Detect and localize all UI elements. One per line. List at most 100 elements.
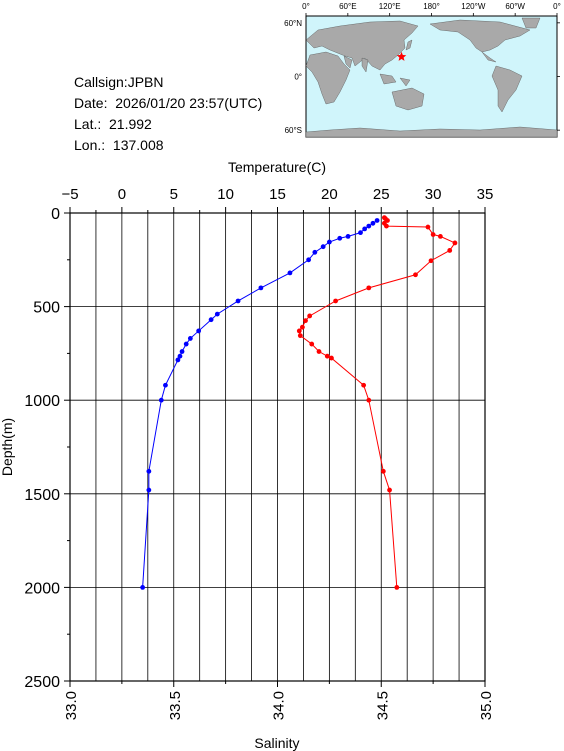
temperature-tick-label: 5 xyxy=(170,186,178,203)
salinity-data-point xyxy=(287,270,293,276)
temperature-profile-line xyxy=(298,217,456,588)
temperature-tick-label: 25 xyxy=(373,186,390,203)
temperature-data-point xyxy=(300,324,305,330)
temperature-data-point xyxy=(413,272,418,278)
salinity-data-point xyxy=(187,336,193,341)
depth-axis: 0 500 1000 1500 2000 2500 xyxy=(24,206,70,691)
temperature-data-point xyxy=(425,224,431,230)
temperature-data-point xyxy=(385,218,390,223)
salinity-tick-label: 33.5 xyxy=(167,691,184,720)
grid-lines xyxy=(70,213,485,681)
salinity-data-point xyxy=(366,223,372,229)
salinity-tick-label: 35.0 xyxy=(478,691,495,720)
temperature-data-point xyxy=(394,585,400,590)
salinity-data-point xyxy=(140,585,146,590)
depth-tick-label: 0 xyxy=(51,206,60,223)
salinity-profile-line xyxy=(142,220,378,588)
temperature-tick-label: 20 xyxy=(321,186,338,203)
temperature-data-point xyxy=(384,223,389,229)
date-text: Date: 2026/01/20 23:57(UTC) xyxy=(74,95,263,111)
map-latitude-label: 0° xyxy=(294,73,302,82)
temperature-data-point xyxy=(452,240,458,246)
longitude-text: Lon.: 137.008 xyxy=(74,137,164,153)
map-longitude-label: 120°W xyxy=(461,2,486,11)
temperature-data-point xyxy=(329,355,334,361)
salinity-data-point xyxy=(306,257,312,263)
salinity-data-point xyxy=(208,317,214,323)
salinity-data-point xyxy=(370,220,376,226)
salinity-data-point xyxy=(158,397,164,403)
salinity-data-point xyxy=(214,311,220,317)
salinity-data-point xyxy=(337,235,343,241)
temperature-data-point xyxy=(430,232,436,237)
latitude-text: Lat.: 21.992 xyxy=(74,116,152,132)
salinity-data-point xyxy=(326,239,332,245)
temperature-data-point xyxy=(366,285,372,291)
callsign-text: Callsign:JPBN xyxy=(74,74,164,90)
salinity-data-point xyxy=(146,487,152,493)
temperature-tick-label: 30 xyxy=(425,186,442,203)
salinity-data-point xyxy=(235,298,241,304)
temperature-data-point xyxy=(428,258,434,264)
temperature-axis-label: Temperature(C) xyxy=(228,159,326,175)
temperature-data-point xyxy=(387,487,392,493)
temperature-data-point xyxy=(303,318,308,324)
temperature-data-point xyxy=(309,341,315,347)
temperature-tick-label: −5 xyxy=(61,186,78,203)
station-info: Callsign:JPBN Date: 2026/01/20 23:57(UTC… xyxy=(74,72,262,156)
temperature-data-point xyxy=(437,234,443,239)
temperature-data-point xyxy=(307,313,313,319)
salinity-axis-label: Salinity xyxy=(254,735,299,751)
temperature-data-point xyxy=(297,333,303,339)
temperature-tick-label: 0 xyxy=(118,186,126,203)
temperature-data-point xyxy=(296,328,302,334)
temperature-data-point xyxy=(380,468,386,474)
map-latitude-label: 60°N xyxy=(284,19,302,28)
temperature-data-point xyxy=(316,349,322,354)
map-longitude-label: 180° xyxy=(423,2,440,11)
temperature-data-point xyxy=(447,248,453,253)
depth-tick-label: 2500 xyxy=(24,674,60,691)
temperature-axis: −5 0 5 10 15 20 25 30 35 xyxy=(61,186,493,213)
salinity-data-point xyxy=(320,244,326,250)
location-map: 0° 60°E 120°E 180° 120°W 60°W 0° 60°N0°60°S xyxy=(284,2,561,138)
temperature-data-point xyxy=(324,353,330,359)
map-longitude-labels: 0° 60°E 120°E 180° 120°W 60°W 0° xyxy=(302,2,561,16)
map-longitude-label: 60°W xyxy=(505,2,525,11)
map-longitude-label: 60°E xyxy=(339,2,356,11)
star-icon xyxy=(396,51,407,61)
salinity-tick-label: 34.5 xyxy=(374,691,391,720)
depth-axis-label: Depth(m) xyxy=(0,418,15,476)
temperature-data-point xyxy=(366,397,372,403)
depth-tick-label: 1500 xyxy=(24,487,60,504)
salinity-data-point xyxy=(312,249,318,255)
temperature-tick-label: 15 xyxy=(269,186,286,203)
salinity-data-point xyxy=(345,234,351,239)
temperature-data-point xyxy=(333,298,338,304)
salinity-data-point xyxy=(177,353,183,359)
salinity-data-point xyxy=(183,341,189,347)
data-series xyxy=(140,215,458,590)
salinity-tick-label: 34.0 xyxy=(271,691,288,720)
depth-tick-label: 500 xyxy=(33,300,60,317)
salinity-tick-label: 33.0 xyxy=(63,691,80,720)
map-latitude-labels: 60°N 0° 60°S xyxy=(284,19,560,135)
salinity-data-point xyxy=(374,218,380,223)
map-latitude-label: 60°S xyxy=(285,126,302,135)
salinity-data-point xyxy=(163,382,168,388)
salinity-data-point xyxy=(146,468,152,474)
temperature-data-point xyxy=(361,382,367,388)
salinity-data-point xyxy=(358,230,363,236)
depth-tick-label: 1000 xyxy=(24,393,60,410)
map-longitude-label: 0° xyxy=(302,2,310,11)
temperature-tick-label: 10 xyxy=(217,186,234,203)
salinity-data-point xyxy=(179,349,185,354)
salinity-data-point xyxy=(196,328,202,334)
map-longitude-label: 0° xyxy=(553,2,561,11)
salinity-data-point xyxy=(175,357,181,363)
temperature-tick-label: 35 xyxy=(477,186,494,203)
map-land xyxy=(305,17,558,138)
depth-tick-label: 2000 xyxy=(24,580,60,597)
location-marker xyxy=(396,51,407,61)
